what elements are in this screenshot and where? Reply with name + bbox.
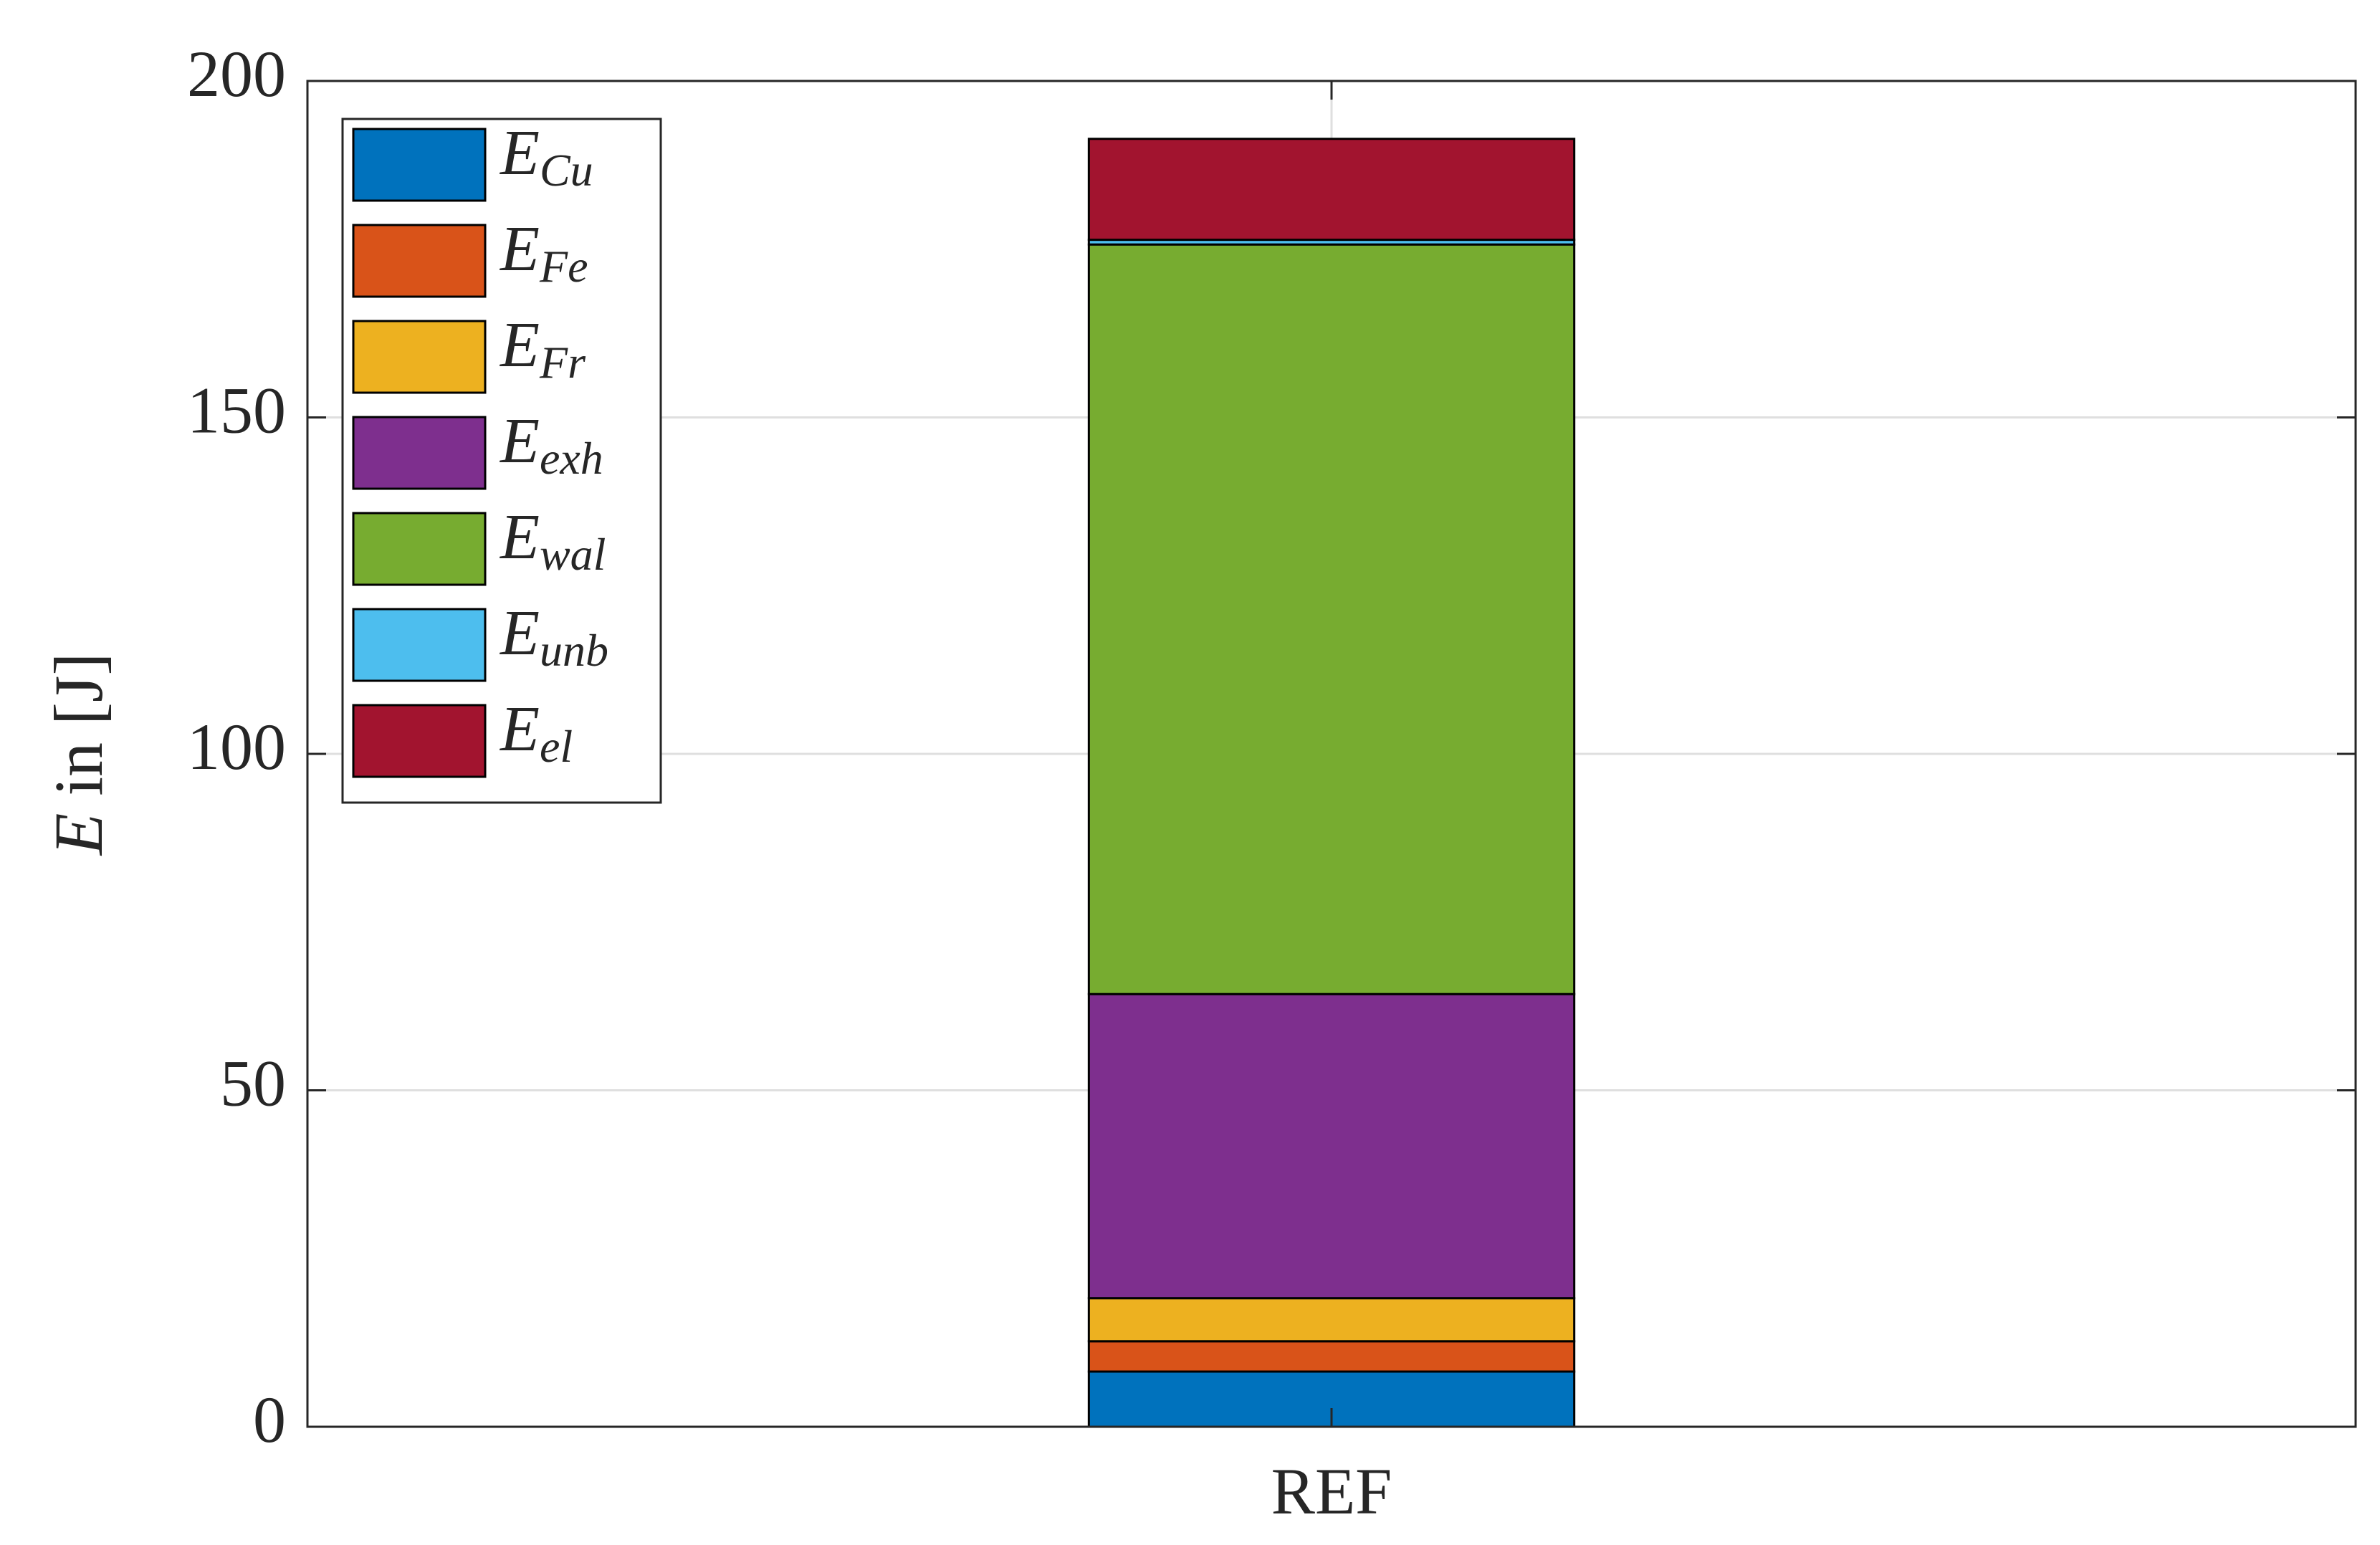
y-tick-label: 200 (187, 37, 286, 110)
legend-swatch (352, 128, 487, 202)
y-tick-label: 0 (253, 1383, 286, 1456)
bar-segment (1087, 243, 1576, 995)
legend-label: Ewal (499, 502, 606, 580)
legend-swatch (352, 320, 487, 394)
y-tick-label: 50 (220, 1047, 286, 1120)
legend-swatch (352, 224, 487, 298)
y-tick-label: 150 (187, 374, 286, 447)
legend-label: Eel (499, 694, 573, 772)
bar-segment (1087, 138, 1576, 241)
legend-swatch (352, 416, 487, 490)
legend-label: ECu (499, 118, 593, 196)
legend-label: Eunb (499, 598, 608, 676)
legend-swatch (352, 512, 487, 586)
x-tick-label: REF (1271, 1455, 1392, 1528)
bar-segment (1087, 992, 1576, 1300)
bar-segment (1087, 1340, 1576, 1373)
legend-label: EFr (499, 310, 586, 388)
legend-label: Eexh (499, 406, 603, 484)
y-tick-label: 100 (187, 710, 286, 783)
legend-swatch (352, 608, 487, 682)
legend-swatch (352, 704, 487, 778)
y-axis-label: E in [J] (40, 653, 117, 857)
bar-segment (1087, 1297, 1576, 1343)
plot-frame (306, 80, 2357, 1428)
legend-label: EFe (499, 214, 588, 292)
